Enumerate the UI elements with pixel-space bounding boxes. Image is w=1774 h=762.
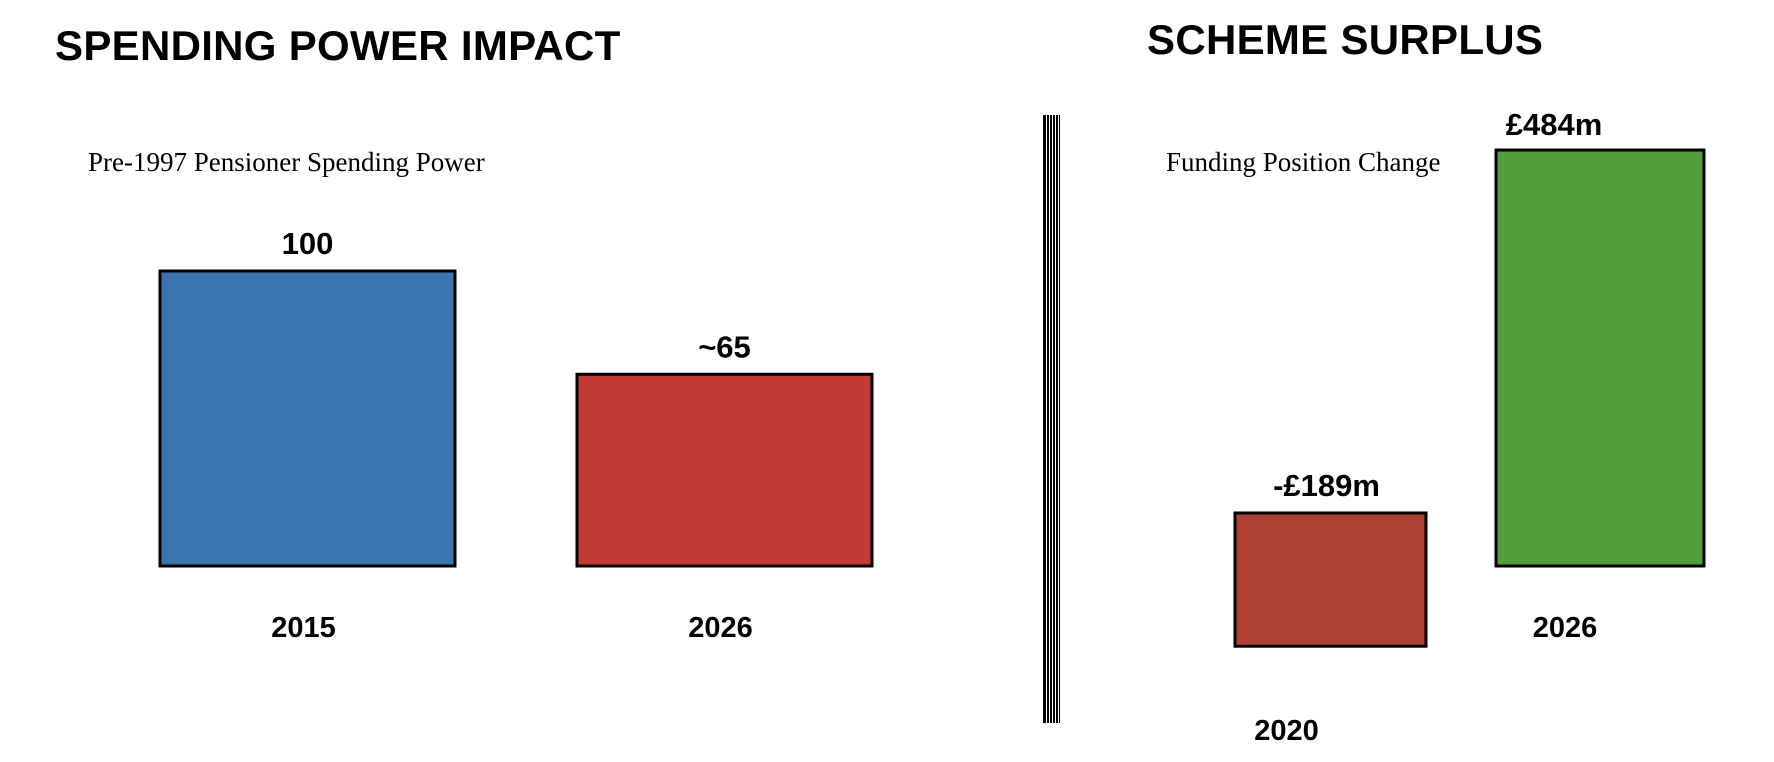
right-chart-title: SCHEME SURPLUS bbox=[1147, 16, 1544, 63]
x-tick-label: 2020 bbox=[1254, 715, 1319, 747]
bar-value-label: £484m bbox=[1506, 107, 1603, 142]
panel-divider bbox=[1043, 115, 1060, 723]
bar-2020 bbox=[1233, 511, 1428, 648]
bar-value-label: -£189m bbox=[1273, 468, 1380, 503]
x-tick-label: 2015 bbox=[271, 612, 336, 644]
bar-value-label: ~65 bbox=[698, 329, 751, 364]
left-chart-subtitle: Pre-1997 Pensioner Spending Power bbox=[88, 147, 485, 177]
left-chart-title: SPENDING POWER IMPACT bbox=[55, 22, 621, 69]
bar-2026 bbox=[1494, 148, 1706, 568]
bar-value-label: 100 bbox=[282, 226, 334, 261]
right-chart-subtitle: Funding Position Change bbox=[1166, 147, 1441, 177]
bar-2026 bbox=[575, 372, 874, 568]
x-tick-label: 2026 bbox=[688, 612, 753, 644]
x-tick-label: 2026 bbox=[1533, 612, 1598, 644]
bar-2015 bbox=[158, 269, 457, 568]
